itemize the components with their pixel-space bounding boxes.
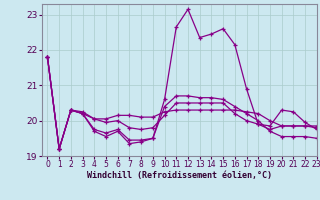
X-axis label: Windchill (Refroidissement éolien,°C): Windchill (Refroidissement éolien,°C) xyxy=(87,171,272,180)
